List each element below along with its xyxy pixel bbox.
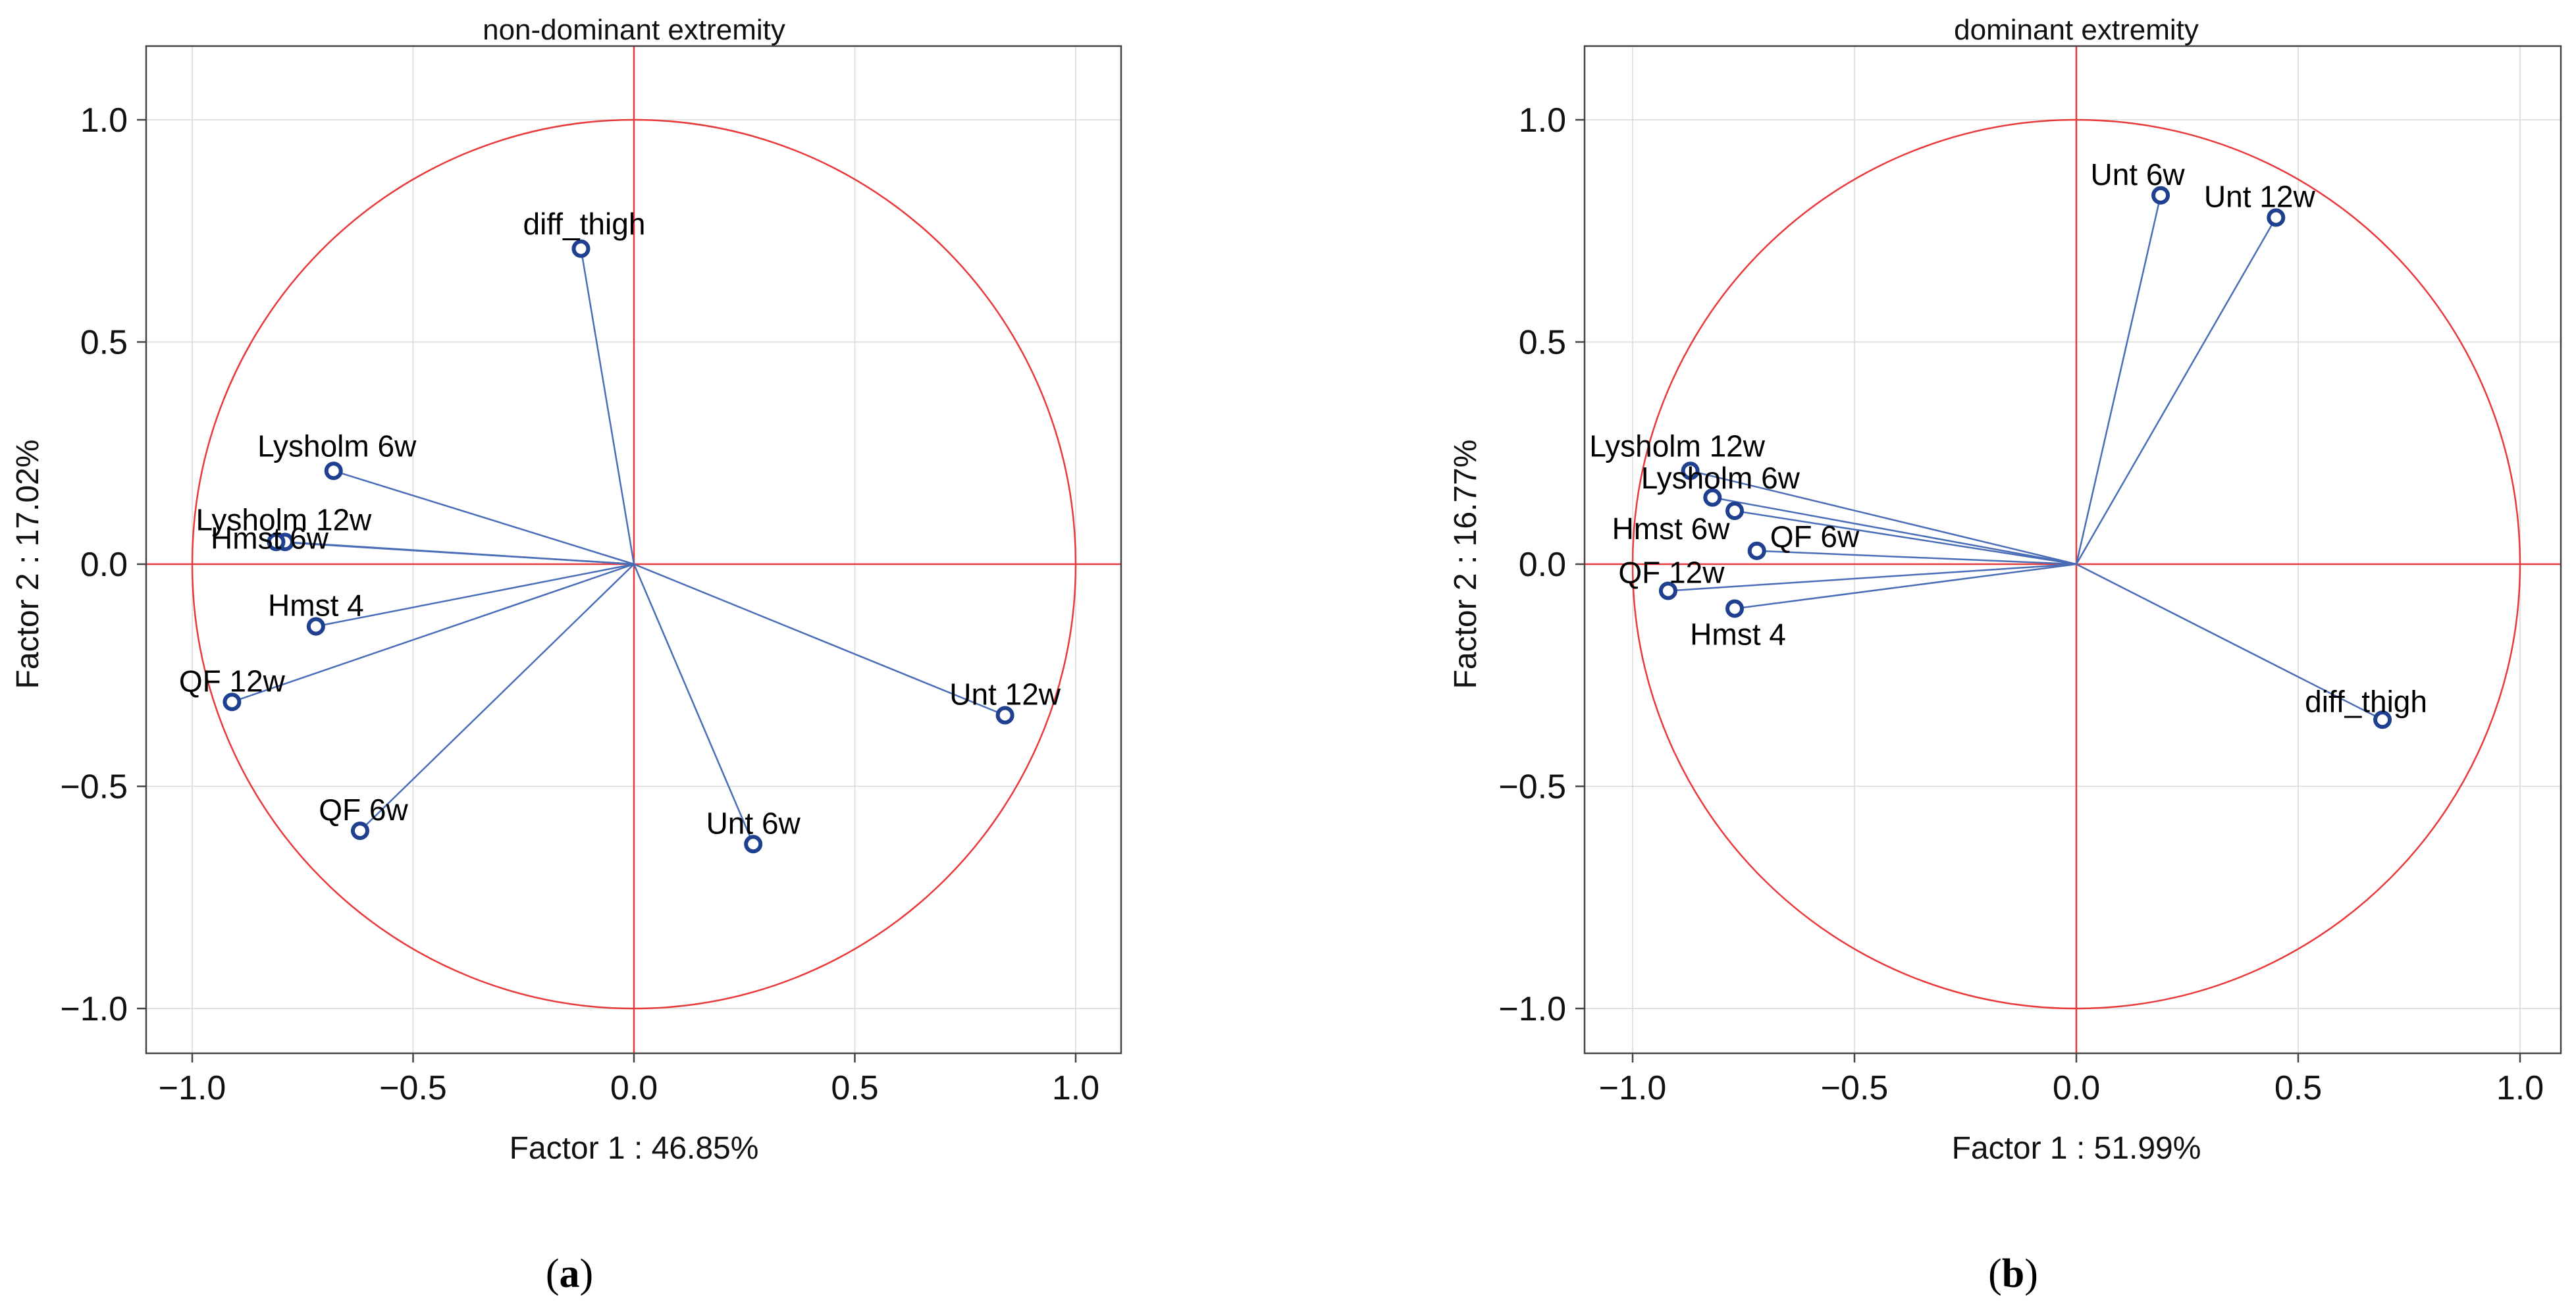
loading-vector <box>2075 195 2162 565</box>
loading-vector <box>1690 470 2077 565</box>
loading-vector <box>1668 563 2077 592</box>
point-label: Hmst 6w <box>1612 512 1731 546</box>
loading-point <box>1725 502 1745 520</box>
x-tick-label: −1.0 <box>159 1069 226 1107</box>
x-tick-label: −1.0 <box>1599 1069 1667 1107</box>
x-tick-label: −0.5 <box>379 1069 447 1107</box>
loading-point <box>744 835 763 854</box>
y-tick-label: −0.5 <box>60 768 128 806</box>
y-tick-label: 0.5 <box>1519 324 1566 362</box>
loading-point <box>267 533 286 552</box>
loading-vector <box>276 541 635 565</box>
loading-vector <box>333 470 635 565</box>
point-label: diff_thigh <box>523 207 646 241</box>
loading-vector <box>1712 496 2077 565</box>
x-tick-label: 0.5 <box>831 1069 878 1107</box>
point-label: Hmst 4 <box>1690 617 1786 652</box>
y-tick-label: −0.5 <box>1498 768 1566 806</box>
panel-label: (a) <box>546 1251 593 1296</box>
point-label: Unt 12w <box>2204 180 2316 214</box>
loading-point <box>1681 461 1700 481</box>
loading-vector <box>315 563 635 627</box>
y-tick-label: −1.0 <box>1498 990 1566 1028</box>
x-tick-label: −0.5 <box>1821 1069 1889 1107</box>
loading-point <box>2151 186 2170 205</box>
point-label: QF 12w <box>1618 556 1725 590</box>
point-label: Lysholm 12w <box>196 502 373 537</box>
y-axis-label: Factor 2 : 16.77% <box>1448 440 1483 689</box>
loading-vector <box>1756 550 2077 565</box>
point-label: QF 6w <box>319 793 408 827</box>
x-tick-label: 0.5 <box>2274 1069 2322 1107</box>
loading-vector <box>633 563 1006 716</box>
x-tick-label: 0.0 <box>610 1069 658 1107</box>
y-tick-label: 1.0 <box>80 101 128 140</box>
loading-vector <box>2076 563 2383 721</box>
point-label: Hmst 6w <box>211 521 329 555</box>
y-tick-label: −1.0 <box>60 990 128 1028</box>
loading-vector <box>231 563 635 703</box>
loading-vector <box>633 564 754 845</box>
chart-title: non-dominant extremity <box>483 14 785 46</box>
loading-point <box>1747 541 1766 560</box>
point-label: Unt 12w <box>949 677 1061 712</box>
y-tick-label: 0.0 <box>80 546 128 584</box>
point-label: Hmst 4 <box>268 589 364 623</box>
loading-point <box>223 693 242 712</box>
loading-point <box>306 617 325 636</box>
x-axis-label: Factor 1 : 51.99% <box>1952 1131 2201 1166</box>
point-label: Lysholm 6w <box>257 429 417 463</box>
point-label: Unt 6w <box>706 806 801 840</box>
y-tick-label: 0.0 <box>1519 546 1566 584</box>
loading-point <box>324 461 343 481</box>
panel-non-dominant: −1.0 −0.5 0.0 0.5 1.0 −1.0 −0.5 0.0 0.5 1.0 diff_t… <box>11 14 1122 1296</box>
loading-vector <box>580 248 635 565</box>
point-label: QF 6w <box>1770 519 1860 554</box>
point-label: Lysholm 6w <box>1641 461 1801 495</box>
loading-vector <box>359 564 635 831</box>
loading-point <box>1658 581 1677 600</box>
loading-point <box>995 706 1014 725</box>
loading-point <box>350 822 369 840</box>
chart-title: dominant extremity <box>1954 14 2199 46</box>
point-label: Unt 6w <box>2090 157 2185 192</box>
plot-frame <box>1583 45 2562 1055</box>
point-label: QF 12w <box>179 664 286 698</box>
loading-point <box>1725 599 1745 618</box>
y-axis-label: Factor 2 : 17.02% <box>11 440 45 689</box>
x-axis-label: Factor 1 : 46.85% <box>510 1131 759 1166</box>
x-tick-label: 1.0 <box>1052 1069 1099 1107</box>
x-tick-label: 1.0 <box>2496 1069 2544 1107</box>
loading-point <box>1703 488 1722 507</box>
loading-point <box>2267 208 2286 227</box>
loading-vector <box>2075 217 2277 565</box>
point-label: Lysholm 12w <box>1589 429 1766 463</box>
y-tick-label: 0.5 <box>80 324 128 362</box>
panel-label: (b) <box>1988 1251 2038 1296</box>
panel-dominant: −1.0 −0.5 0.0 0.5 1.0 −1.0 −0.5 0.0 0.5 1.0 Unt 6w… <box>1448 14 2562 1296</box>
x-tick-label: 0.0 <box>2053 1069 2100 1107</box>
point-label: diff_thigh <box>2305 684 2427 718</box>
y-tick-label: 1.0 <box>1519 101 1566 140</box>
loading-vector <box>1734 563 2077 610</box>
loading-point <box>2373 710 2392 729</box>
loading-point <box>571 239 591 258</box>
loading-vector <box>1734 510 2077 565</box>
